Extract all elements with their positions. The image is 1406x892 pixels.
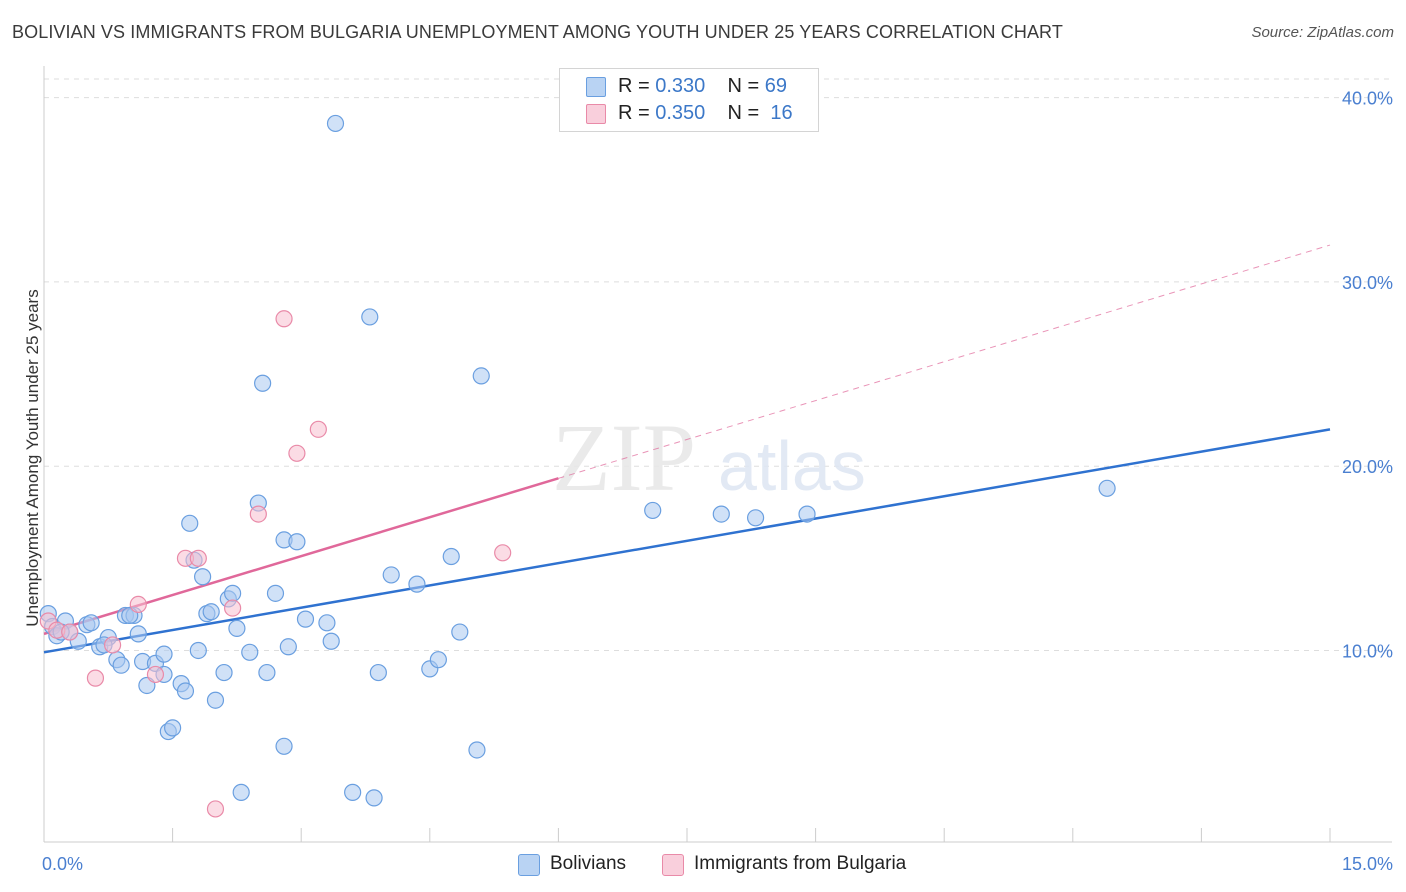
point-bolivians <box>712 505 730 523</box>
legend-swatch-bolivians <box>586 77 606 97</box>
y-tick-label: 40.0% <box>1342 89 1393 109</box>
point-bulgaria <box>309 420 327 438</box>
legend-r-label: R = <box>618 75 650 97</box>
point-bulgaria <box>146 665 165 684</box>
point-bulgaria <box>129 595 147 613</box>
x-tick-label: 0.0% <box>42 854 83 874</box>
tick-labels: 10.0% 20.0% 30.0% 40.0% 0.0% 15.0% <box>42 89 1393 874</box>
point-bolivians <box>798 505 816 523</box>
legend-r-value: 0.330 <box>655 75 706 97</box>
point-bolivians <box>181 514 199 532</box>
point-bolivians <box>215 663 233 682</box>
point-bolivians <box>82 614 100 632</box>
point-bolivians <box>275 737 293 755</box>
point-bolivians <box>472 367 490 385</box>
legend-swatch-bulgaria <box>586 104 606 124</box>
point-bulgaria <box>275 310 293 328</box>
point-bolivians <box>429 651 447 669</box>
trendline-bulgaria-extension <box>558 244 1331 479</box>
y-axis-label: Unemployment Among Youth under 25 years <box>23 289 42 626</box>
point-bolivians <box>288 533 306 551</box>
legend-n-value: 69 <box>764 75 788 97</box>
point-bolivians <box>326 114 345 133</box>
point-bolivians <box>254 374 272 392</box>
axes <box>43 66 1392 843</box>
point-bulgaria <box>189 549 207 567</box>
point-bolivians <box>228 619 246 637</box>
point-bolivians <box>361 308 379 326</box>
point-bolivians <box>112 656 130 674</box>
point-bolivians <box>442 547 460 566</box>
point-bolivians <box>258 663 276 682</box>
watermark-zip: ZIP <box>552 404 696 511</box>
trendline-bolivians <box>43 428 1331 654</box>
watermark-atlas: atlas <box>718 427 866 505</box>
point-bolivians <box>365 789 383 807</box>
point-bulgaria <box>494 544 512 562</box>
stats-legend: R = 0.330 N = 69 R = 0.350 N = 16 <box>559 68 819 132</box>
point-bolivians <box>164 719 182 737</box>
point-bolivians <box>155 645 173 663</box>
point-bolivians <box>241 643 259 661</box>
point-bulgaria <box>224 599 242 617</box>
legend-label-bolivians: Bolivians <box>550 853 627 874</box>
point-bulgaria <box>249 505 267 523</box>
legend-swatch-bulgaria <box>662 854 684 876</box>
point-bolivians <box>369 663 387 682</box>
point-bolivians <box>408 575 426 593</box>
legend-n-label: N = <box>727 75 760 97</box>
point-bolivians <box>194 568 212 586</box>
point-bolivians <box>344 783 362 801</box>
y-tick-label: 20.0% <box>1342 457 1393 477</box>
point-bolivians <box>176 682 195 700</box>
x-tick-label: 15.0% <box>1342 854 1393 874</box>
point-bolivians <box>644 501 662 520</box>
point-bolivians <box>279 638 297 656</box>
point-bulgaria <box>61 623 79 641</box>
source-credit: Source: ZipAtlas.com <box>1251 24 1394 41</box>
chart-title: BOLIVIAN VS IMMIGRANTS FROM BULGARIA UNE… <box>12 22 1063 42</box>
point-bulgaria <box>86 669 105 687</box>
point-bolivians <box>202 603 220 621</box>
point-bolivians <box>206 691 225 709</box>
point-bolivians <box>746 509 765 527</box>
grid-lines <box>44 78 1392 651</box>
point-bulgaria <box>288 444 306 462</box>
point-bolivians <box>129 625 147 643</box>
point-bolivians <box>296 610 315 628</box>
point-bolivians <box>189 641 207 660</box>
point-bolivians <box>266 584 285 602</box>
point-bolivians <box>451 623 469 641</box>
point-bulgaria <box>206 800 225 818</box>
legend-r-value: 0.350 <box>655 102 706 124</box>
point-bolivians <box>322 632 340 650</box>
legend-label-bulgaria: Immigrants from Bulgaria <box>694 853 907 874</box>
legend-r-label: R = <box>618 102 650 124</box>
point-bolivians <box>232 783 250 801</box>
legend-swatch-bolivians <box>518 854 540 876</box>
legend-n-value: 16 <box>770 102 793 124</box>
point-bulgaria <box>103 636 122 654</box>
data-points <box>39 114 1116 818</box>
point-bolivians <box>468 741 486 759</box>
point-bolivians <box>382 566 400 584</box>
point-bolivians <box>318 614 336 632</box>
legend-n-label: N = <box>727 102 760 124</box>
watermark: ZIP atlas <box>552 404 866 511</box>
y-tick-label: 30.0% <box>1342 273 1393 293</box>
y-tick-label: 10.0% <box>1342 641 1393 661</box>
point-bolivians <box>224 584 242 602</box>
point-bolivians <box>1098 479 1116 497</box>
